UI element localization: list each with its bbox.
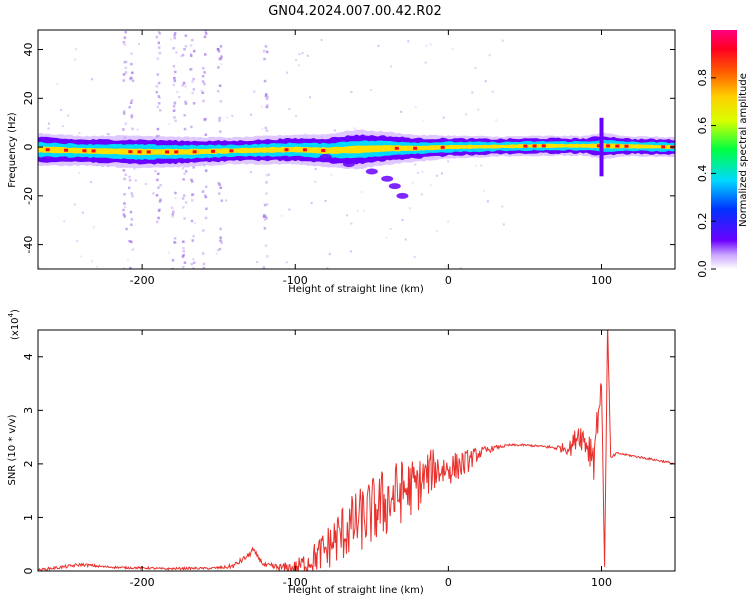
y-tick-label: 0 xyxy=(22,144,35,151)
branch-trace xyxy=(319,153,409,199)
y-tick-label: 1 xyxy=(22,514,35,521)
ridge-peak xyxy=(541,144,546,148)
ridge-peak xyxy=(128,150,133,154)
ridge-peak xyxy=(211,149,216,153)
snr-frame xyxy=(37,329,676,572)
ridge-peak xyxy=(606,144,611,148)
x-tick-label: 0 xyxy=(445,576,452,589)
snr-scale-label: (x104) xyxy=(7,309,21,340)
snr-scale-exponent: 4 xyxy=(7,312,15,317)
ridge-peak xyxy=(174,150,179,154)
snr-ticks: -200 -100 0 100 0 1 2 3 4 xyxy=(22,330,675,589)
ridge-peak xyxy=(146,150,151,154)
y-tick-label: 40 xyxy=(22,43,35,57)
speckle-streak xyxy=(127,52,135,269)
ridge-peak xyxy=(596,144,601,148)
y-tick-label: -20 xyxy=(22,187,35,205)
branch-blob xyxy=(365,168,378,175)
x-tick-label: -100 xyxy=(283,576,308,589)
spectrogram-ylabel: Frequency (Hz) xyxy=(7,112,18,188)
ridge-peak xyxy=(137,150,142,154)
x-tick-label: -200 xyxy=(130,274,155,287)
colorbar: 0.0 0.2 0.4 0.6 0.8 Normalized spectral ampl… xyxy=(696,30,749,278)
ridge-peak xyxy=(440,145,445,149)
branch-blob xyxy=(381,175,394,182)
snr-series-line xyxy=(38,330,675,571)
snr-panel: -200 -100 0 100 0 1 2 3 4 Height of straight lin… xyxy=(7,309,676,596)
branch-blob xyxy=(396,192,409,199)
speckle-streak xyxy=(155,32,162,224)
x-tick-label: 100 xyxy=(591,576,612,589)
speckle-streak xyxy=(201,30,208,269)
branch-blob xyxy=(319,153,332,160)
ridge-peak xyxy=(284,148,289,152)
ridge-peak xyxy=(532,144,537,148)
x-tick-label: -200 xyxy=(130,576,155,589)
colorbar-ticks: 0.0 0.2 0.4 0.6 0.8 xyxy=(696,69,716,278)
ridge-peak xyxy=(661,145,666,149)
x-tick-label: 100 xyxy=(591,274,612,287)
y-tick-label: 0 xyxy=(22,568,35,575)
colorbar-tick-label: 0.6 xyxy=(696,117,709,135)
ridge-peak xyxy=(624,144,629,148)
y-tick-label: 2 xyxy=(22,460,35,467)
spectrogram-xlabel: Height of straight line (km) xyxy=(288,284,424,295)
ridge-peak xyxy=(615,144,620,148)
snr-xlabel: Height of straight line (km) xyxy=(288,585,424,596)
ridge-peak xyxy=(45,148,50,152)
colorbar-tick-label: 0.2 xyxy=(696,212,709,230)
ridge-peak xyxy=(413,146,418,150)
snr-plot-area xyxy=(38,330,675,571)
svg-text:(x104): (x104) xyxy=(7,309,21,340)
snr-ylabel: SNR (10 * v/v) xyxy=(7,414,18,485)
spectrogram-frame xyxy=(37,29,676,270)
x-tick-label: -100 xyxy=(283,274,308,287)
ridge-peak xyxy=(394,146,399,150)
ridge-peak xyxy=(82,149,87,153)
colorbar-tick-label: 0.0 xyxy=(696,260,709,278)
colorbar-gradient xyxy=(711,30,737,269)
ridge-inner-band xyxy=(38,143,675,156)
y-tick-label: -40 xyxy=(22,236,35,254)
ridge-peak xyxy=(192,150,197,154)
speckle-streak xyxy=(170,32,177,269)
colorbar-tick-label: 0.8 xyxy=(696,69,709,87)
x-tick-label: 0 xyxy=(445,274,452,287)
colorbar-label: Normalized spectral amplitude xyxy=(738,73,749,227)
ridge-peak xyxy=(302,148,307,152)
colorbar-tick-label: 0.4 xyxy=(696,165,709,183)
y-tick-label: 3 xyxy=(22,407,35,414)
ridge-peak xyxy=(91,149,96,153)
ridge-peak xyxy=(523,144,528,148)
y-tick-label: 20 xyxy=(22,91,35,105)
ridge-peak xyxy=(229,149,234,153)
ridge-peak xyxy=(64,148,69,152)
ridge-peak xyxy=(165,150,170,154)
ridge-peak xyxy=(321,149,326,153)
figure-title: GN04.2024.007.00.42.R02 xyxy=(268,4,442,19)
branch-blob xyxy=(342,161,355,168)
snr-scale-prefix: (x10 xyxy=(10,317,21,340)
branch-blob xyxy=(388,183,401,190)
spectrogram-plot-area xyxy=(38,30,675,269)
speckle-streak xyxy=(262,45,269,269)
speckle-streak xyxy=(216,45,224,252)
spike-feature xyxy=(599,117,604,177)
y-tick-label: 4 xyxy=(22,353,35,360)
